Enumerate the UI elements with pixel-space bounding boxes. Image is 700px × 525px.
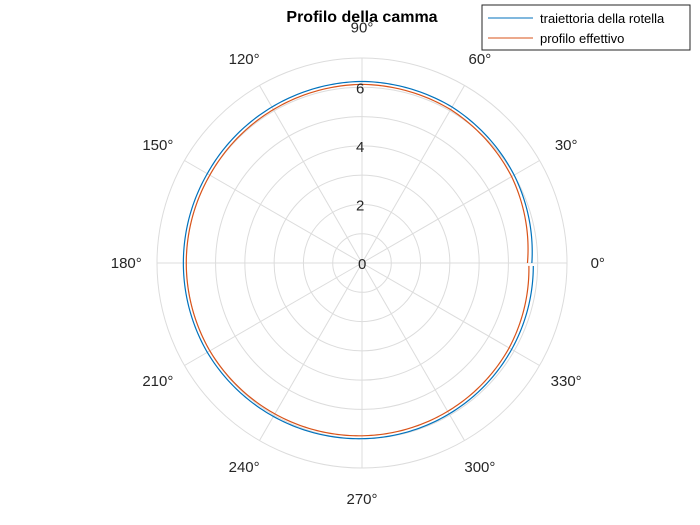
grid-spoke bbox=[361, 85, 465, 264]
legend: traiettoria della rotella profilo effett… bbox=[481, 4, 691, 51]
angle-tick-label: 210° bbox=[142, 373, 173, 390]
grid-spoke bbox=[361, 262, 540, 366]
angle-tick-label: 120° bbox=[229, 51, 260, 68]
legend-label-traiettoria: traiettoria della rotella bbox=[540, 11, 665, 26]
angle-tick-label: 300° bbox=[464, 459, 495, 476]
angle-tick-label: 180° bbox=[111, 255, 142, 272]
angle-tick-label: 240° bbox=[229, 459, 260, 476]
angle-tick-label: 330° bbox=[551, 373, 582, 390]
grid-spoke bbox=[184, 160, 363, 264]
radius-tick-label: 6 bbox=[356, 80, 364, 97]
angle-tick-labels: 0° 30° 60° 90° 120° 150° 180° 210° 240° 270° 300° 3… bbox=[111, 19, 605, 508]
radius-tick-label: 2 bbox=[356, 197, 364, 214]
angle-tick-label: 90° bbox=[351, 19, 374, 36]
chart-title: Profilo della camma bbox=[286, 9, 437, 26]
radius-tick-label: 0 bbox=[358, 256, 366, 273]
data-series bbox=[182, 80, 534, 440]
series-line-0 bbox=[182, 80, 534, 440]
radius-tick-label: 4 bbox=[356, 139, 364, 156]
legend-label-profilo: profilo effettivo bbox=[540, 31, 624, 46]
angle-tick-label: 0° bbox=[591, 255, 605, 272]
grid-spoke bbox=[361, 160, 540, 264]
grid-spoke bbox=[184, 262, 363, 366]
angle-tick-label: 150° bbox=[142, 137, 173, 154]
grid-spoke bbox=[259, 262, 363, 441]
series-line-1 bbox=[185, 83, 530, 437]
grid-spoke bbox=[259, 85, 363, 264]
angle-tick-label: 270° bbox=[346, 491, 377, 508]
angle-tick-label: 60° bbox=[469, 51, 492, 68]
legend-box bbox=[481, 4, 691, 51]
angle-tick-label: 30° bbox=[555, 137, 578, 154]
radius-tick-labels: 0 2 4 6 bbox=[356, 80, 366, 273]
